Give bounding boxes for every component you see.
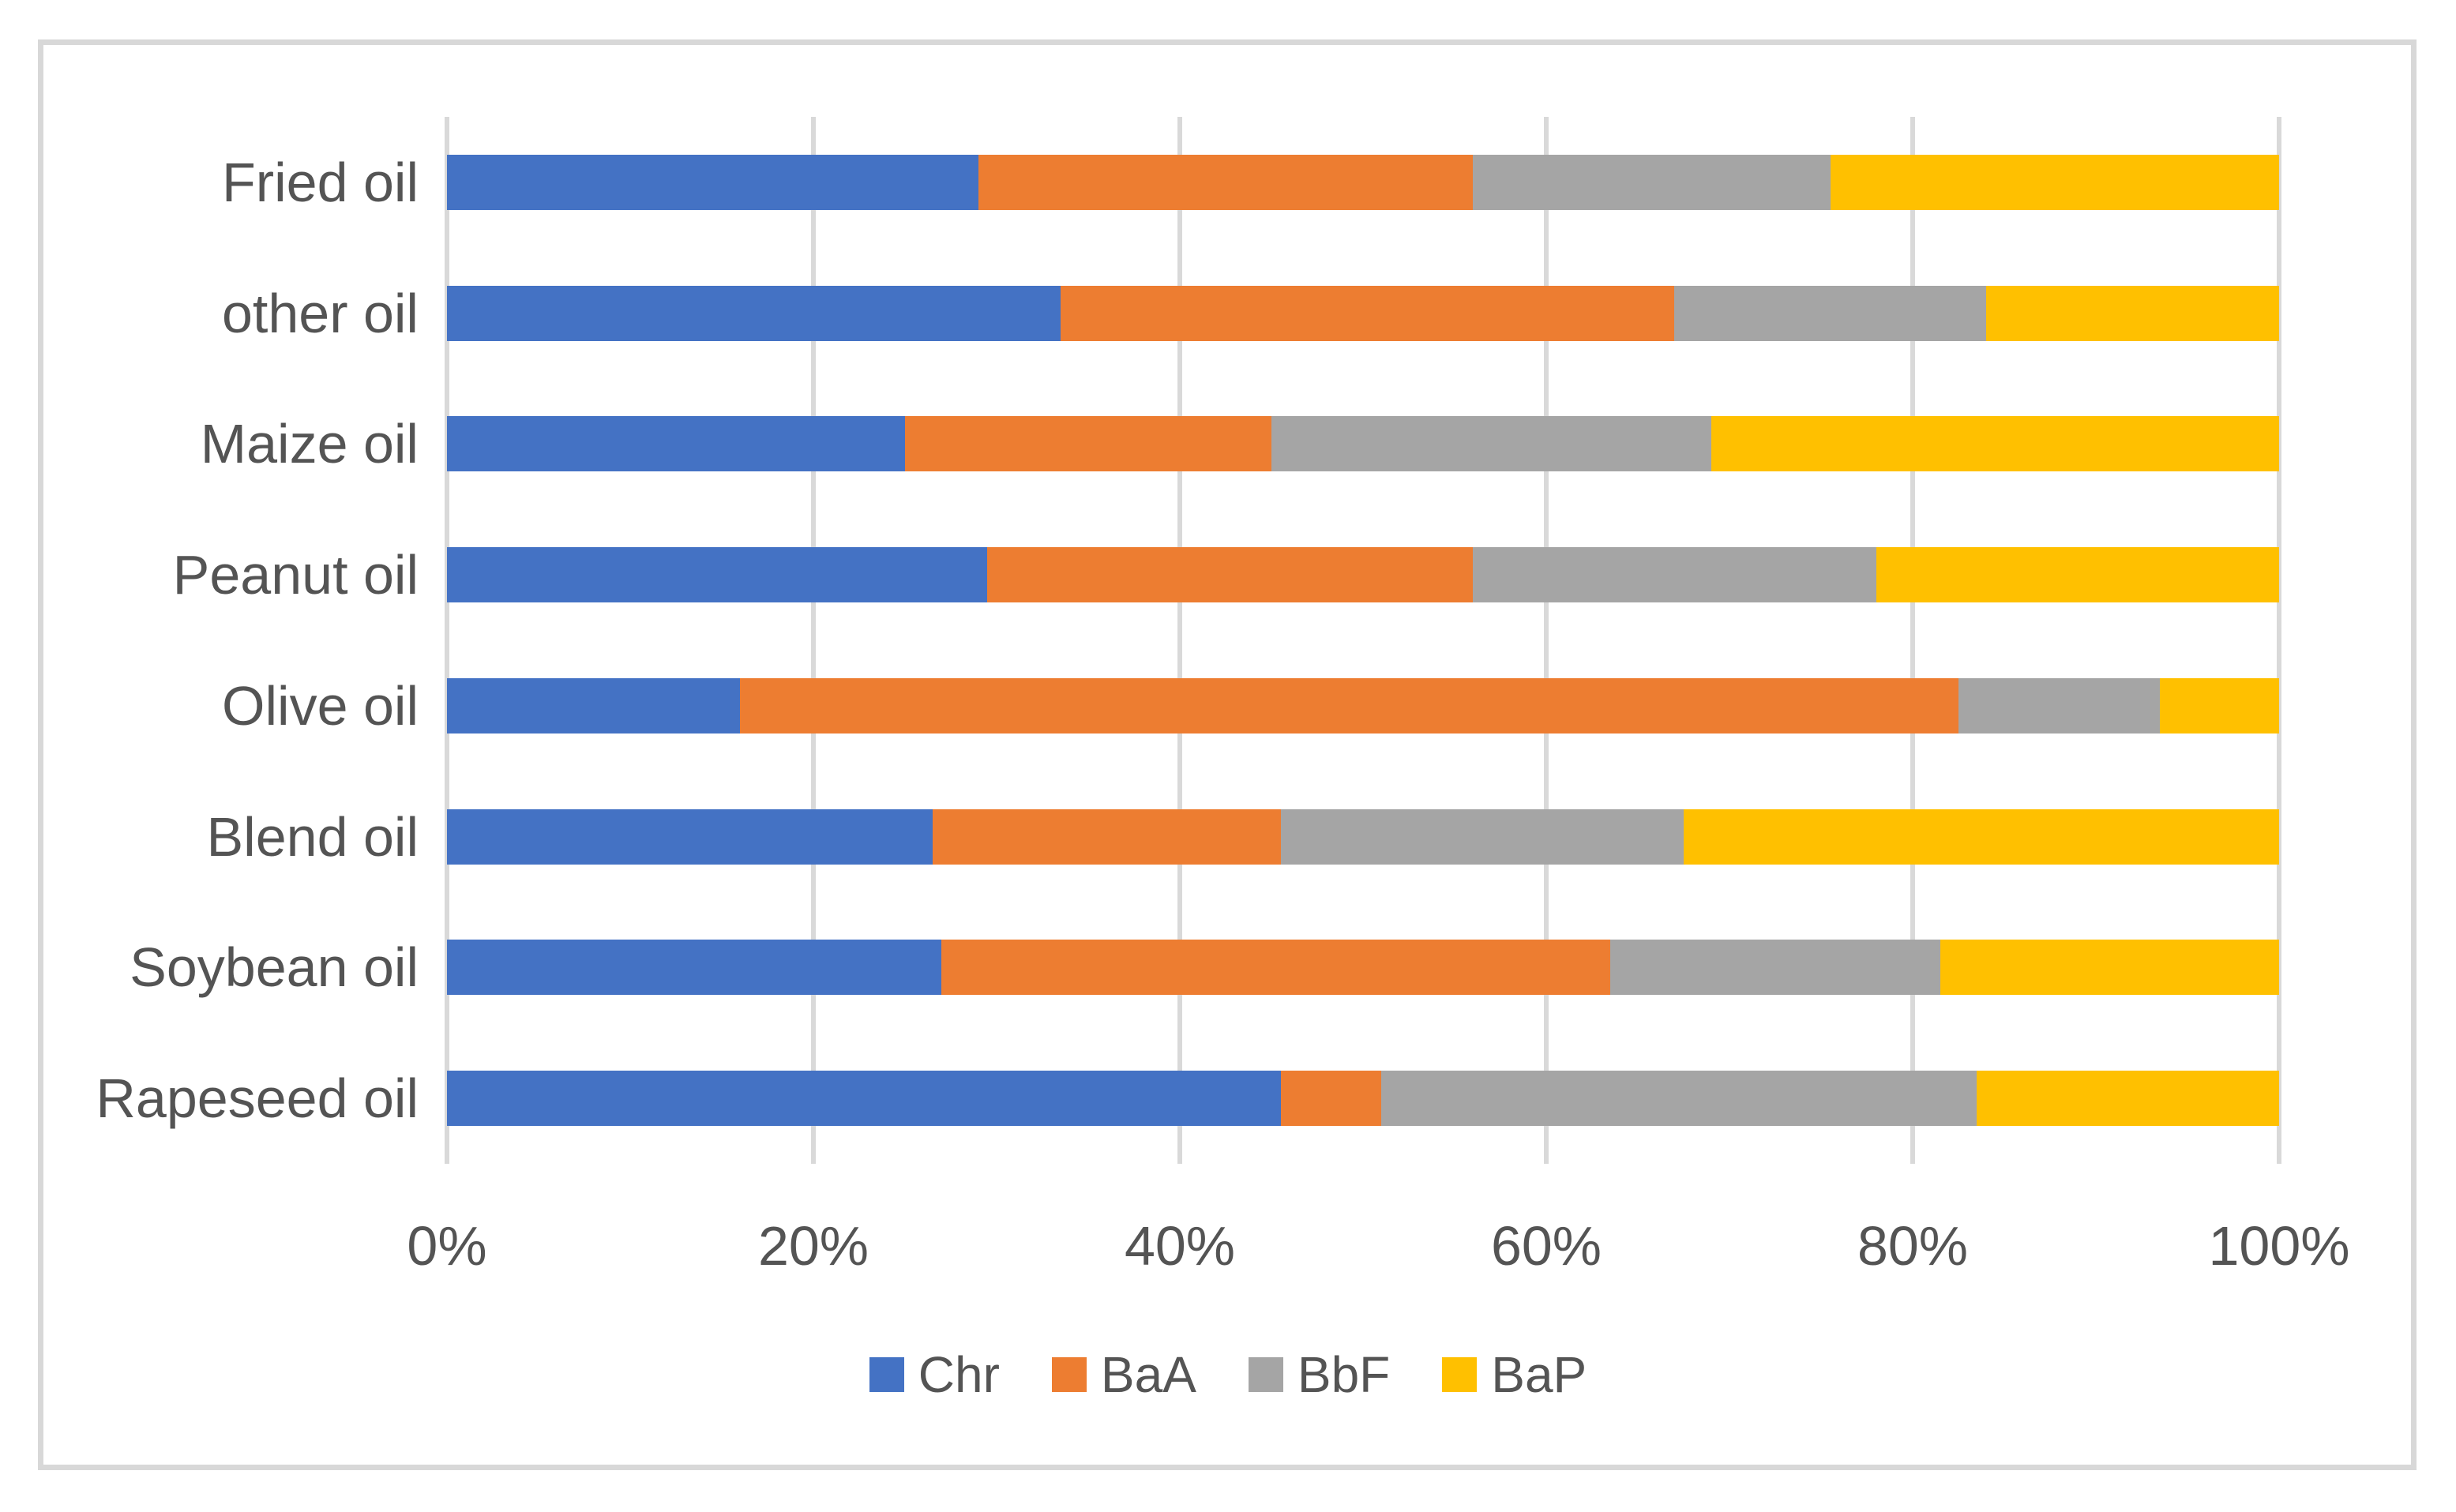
bar-row <box>447 771 2279 902</box>
bar-row <box>447 117 2279 248</box>
bar-segment-bap <box>1977 1071 2279 1127</box>
bar-segment-bap <box>1940 940 2279 996</box>
bar-row <box>447 640 2279 771</box>
stacked-bar-fried-oil <box>447 154 2279 210</box>
legend-item-baa: BaA <box>1051 1345 1196 1404</box>
legend-item-bbf: BbF <box>1248 1345 1391 1404</box>
bar-segment-bap <box>2160 677 2279 733</box>
legend-item-bap: BaP <box>1442 1345 1587 1404</box>
bar-segment-bbf <box>1610 940 1940 996</box>
bar-segment-baa <box>1280 1071 1382 1127</box>
bar-segment-baa <box>905 416 1271 472</box>
bar-segment-bap <box>1683 809 2279 865</box>
legend-label: BaA <box>1100 1346 1196 1403</box>
bar-segment-bbf <box>1280 809 1684 865</box>
bar-segment-baa <box>740 677 1958 733</box>
bar-segment-bbf <box>1473 154 1831 210</box>
stacked-bar-maize-oil <box>447 416 2279 472</box>
legend-label: BaP <box>1491 1346 1587 1403</box>
stacked-bar-olive-oil <box>447 677 2279 733</box>
category-label: Fried oil <box>222 151 419 213</box>
gridline-40pct <box>1177 117 1182 1164</box>
x-tick-label: 40% <box>1124 1215 1236 1277</box>
legend-item-chr: Chr <box>869 1345 1000 1404</box>
category-label: other oil <box>221 282 419 344</box>
category-label: Olive oil <box>222 674 419 737</box>
bar-segment-bbf <box>1473 547 1876 603</box>
legend: Chr BaA BbF BaP <box>0 1339 2456 1410</box>
bar-segment-baa <box>932 809 1281 865</box>
x-tick-label: 100% <box>2208 1215 2350 1277</box>
stacked-bar-peanut-oil <box>447 547 2279 603</box>
category-label: Soybean oil <box>130 936 419 999</box>
bar-segment-bap <box>1711 416 2279 472</box>
category-label: Maize oil <box>200 413 419 475</box>
x-tick-label: 0% <box>407 1215 487 1277</box>
bar-row <box>447 248 2279 379</box>
bar-segment-chr <box>447 1071 1281 1127</box>
bar-segment-baa <box>978 154 1474 210</box>
category-labels: Fried oil other oil Maize oil Peanut oil Oli… <box>55 117 419 1164</box>
bar-segment-baa <box>941 940 1611 996</box>
gridline-80pct <box>1910 117 1915 1164</box>
bar-segment-chr <box>447 547 988 603</box>
category-label: Blend oil <box>206 805 419 868</box>
bar-segment-bbf <box>1958 677 2161 733</box>
bar-row <box>447 509 2279 640</box>
bar-segment-bbf <box>1381 1071 1977 1127</box>
stacked-bar-blend-oil <box>447 809 2279 865</box>
bar-segment-bap <box>1985 285 2279 341</box>
bar-segment-chr <box>447 416 905 472</box>
plot-area <box>445 117 2281 1164</box>
bar-segment-chr <box>447 154 978 210</box>
legend-swatch-bap <box>1442 1357 1478 1392</box>
gridline-100pct <box>2277 117 2281 1164</box>
bar-row <box>447 379 2279 510</box>
bar-segment-baa <box>987 547 1474 603</box>
bar-segment-chr <box>447 809 933 865</box>
x-tick-label: 80% <box>1857 1215 1969 1277</box>
category-label: Rapeseed oil <box>96 1067 419 1130</box>
gridline-0pct <box>445 117 449 1164</box>
legend-swatch-bbf <box>1248 1357 1283 1392</box>
legend-swatch-baa <box>1051 1357 1087 1392</box>
bar-segment-chr <box>447 677 741 733</box>
gridline-60pct <box>1544 117 1549 1164</box>
stacked-bar-other-oil <box>447 285 2279 341</box>
bar-row <box>447 1033 2279 1164</box>
bar-row <box>447 902 2279 1034</box>
bar-segment-baa <box>1061 285 1675 341</box>
legend-label: BbF <box>1297 1346 1391 1403</box>
category-label: Peanut oil <box>172 544 419 606</box>
legend-label: Chr <box>918 1346 1000 1403</box>
x-axis: 0% 20% 40% 60% 80% 100% <box>407 1197 2349 1284</box>
bar-segment-bbf <box>1674 285 1986 341</box>
bar-segment-bap <box>1876 547 2279 603</box>
bar-segment-bbf <box>1271 416 1711 472</box>
gridline-20pct <box>811 117 816 1164</box>
stacked-bar-rapeseed-oil <box>447 1071 2279 1127</box>
bar-segment-chr <box>447 940 942 996</box>
chart-frame <box>38 39 2417 1470</box>
bar-segment-chr <box>447 285 1061 341</box>
legend-swatch-chr <box>869 1357 904 1392</box>
bar-segment-bap <box>1830 154 2279 210</box>
x-tick-label: 60% <box>1490 1215 1602 1277</box>
x-tick-label: 20% <box>757 1215 869 1277</box>
stacked-bar-soybean-oil <box>447 940 2279 996</box>
